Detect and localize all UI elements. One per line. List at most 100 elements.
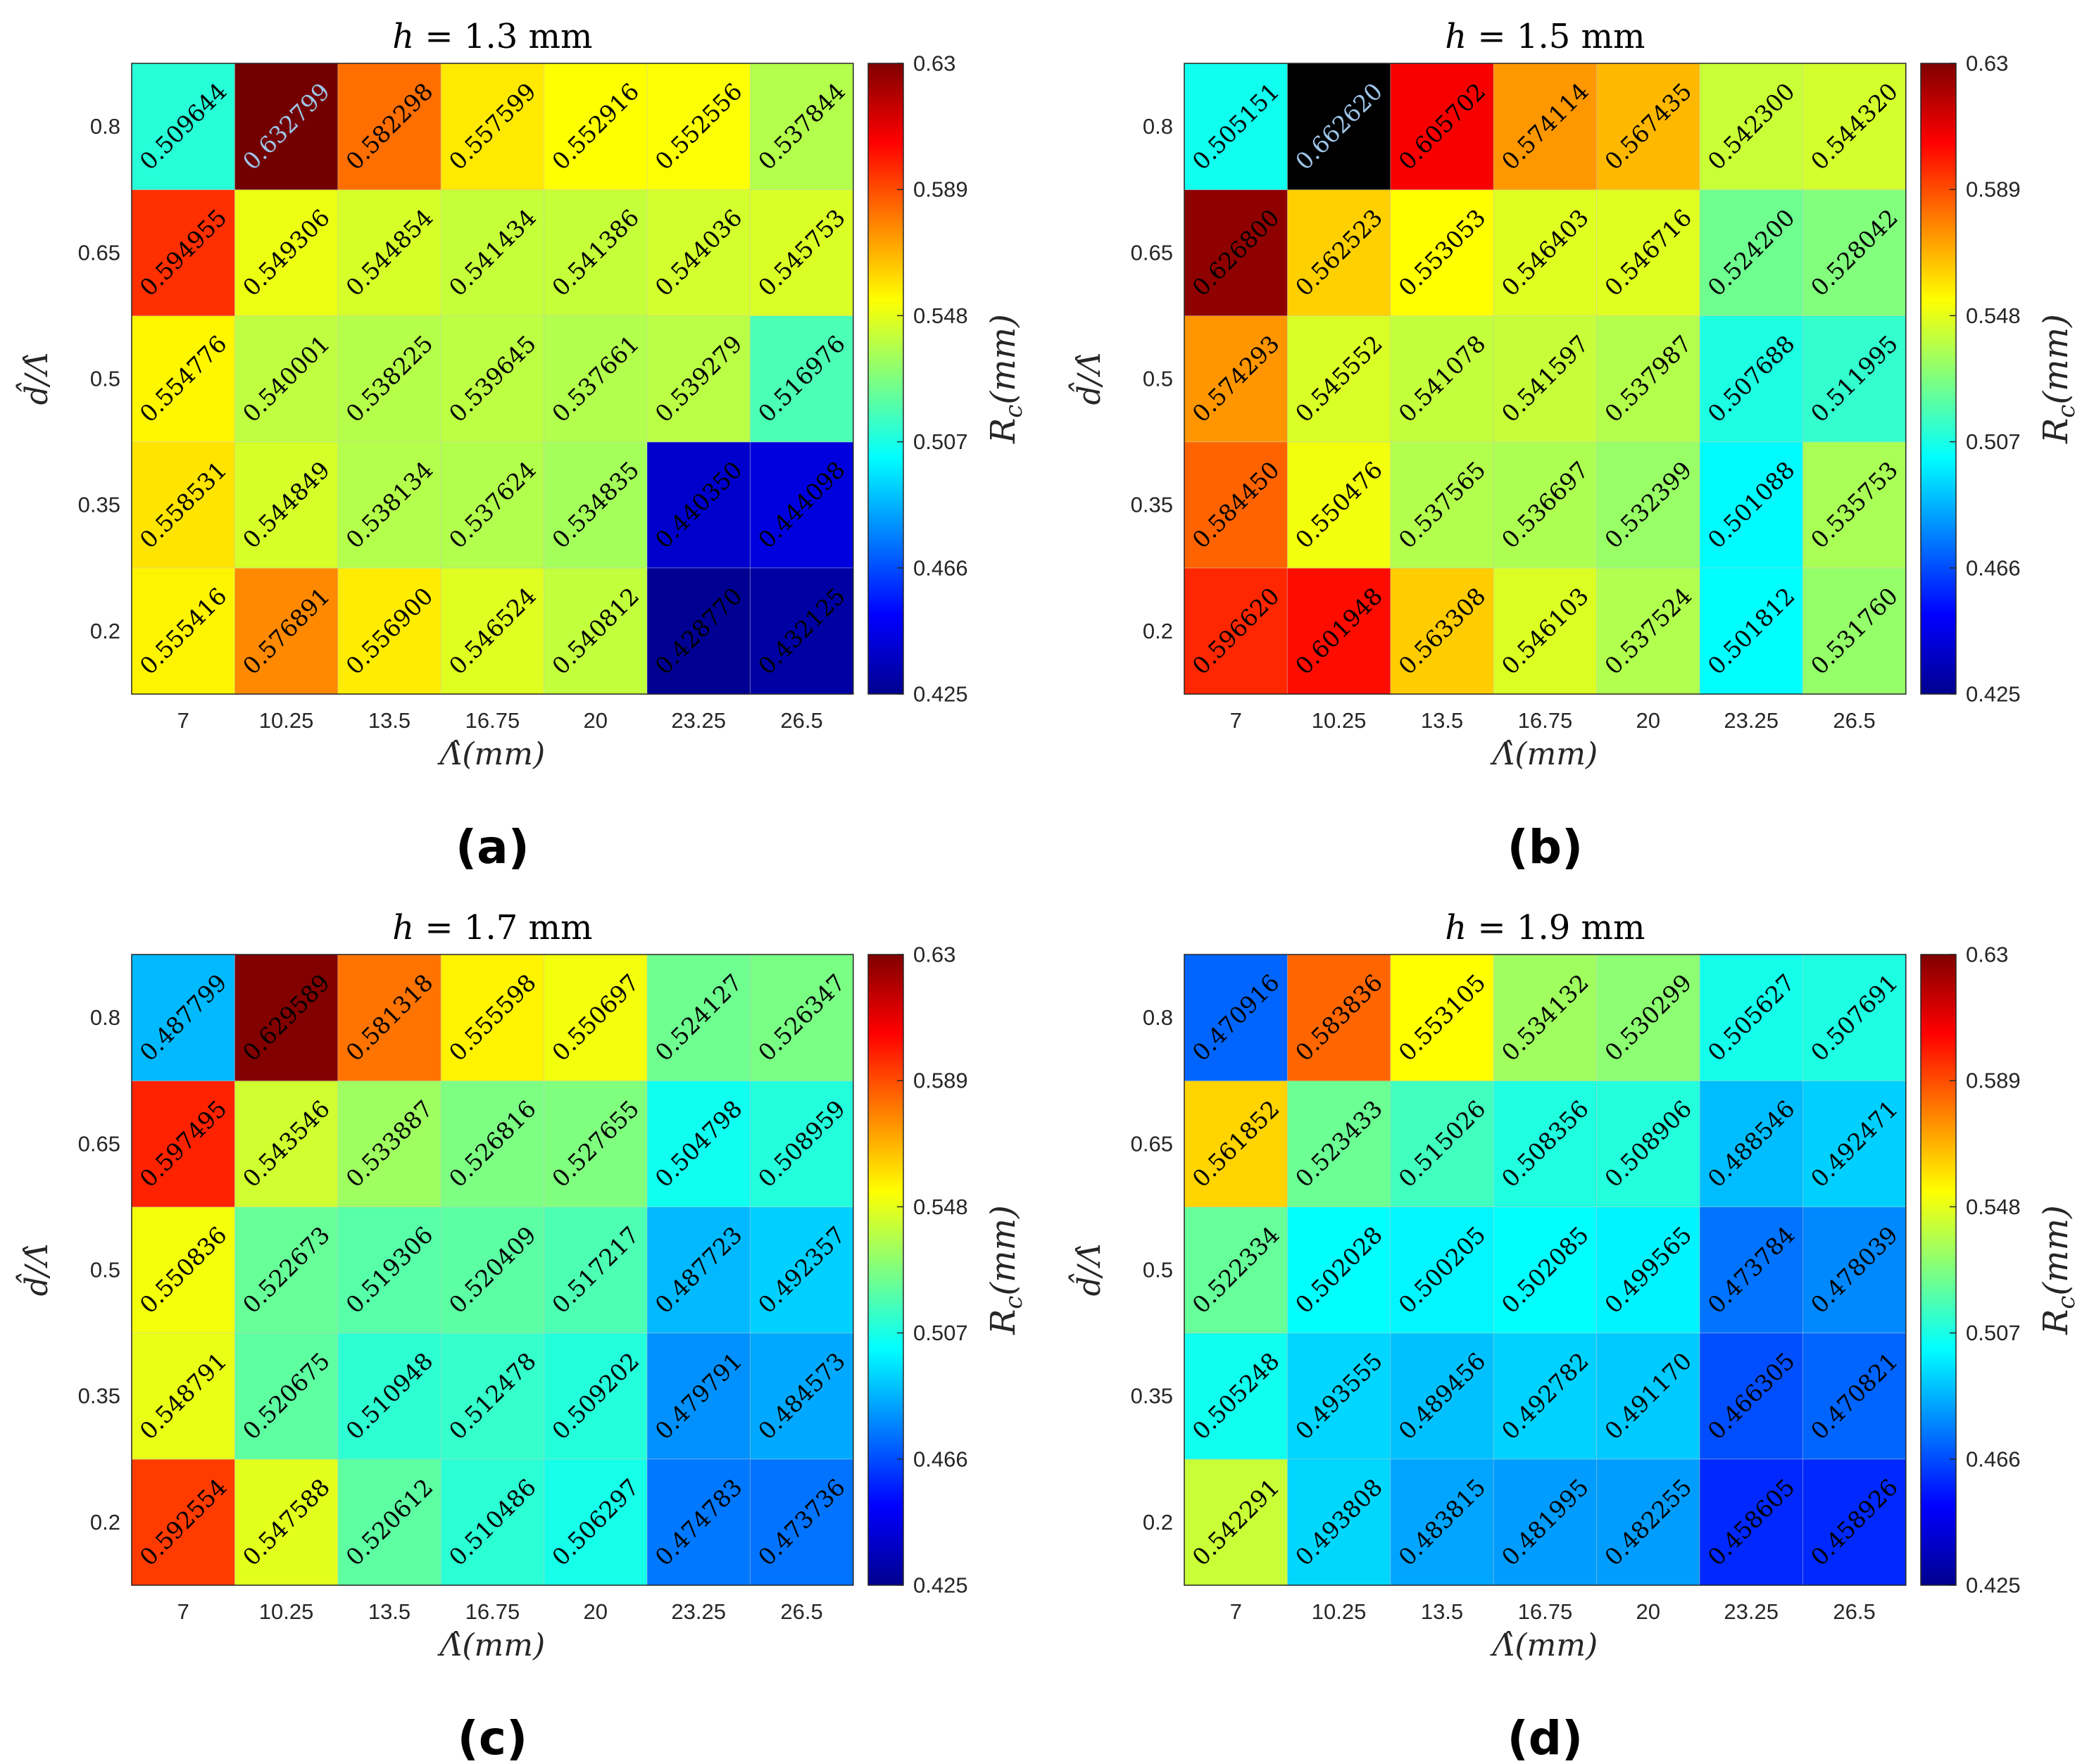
heatmap-cell bbox=[132, 315, 235, 443]
heatmap-cell bbox=[750, 567, 854, 695]
heatmap-cell bbox=[647, 955, 751, 1081]
colorbar-tick-label: 0.548 bbox=[1966, 303, 2021, 328]
x-tick-label: 13.5 bbox=[1421, 708, 1463, 733]
x-tick-label: 16.75 bbox=[465, 1599, 520, 1624]
colorbar-tick-label: 0.63 bbox=[913, 51, 955, 76]
heatmap-cell bbox=[234, 955, 339, 1081]
heatmap-cell bbox=[750, 1081, 854, 1207]
x-tick-label: 10.25 bbox=[1312, 708, 1367, 733]
panel-label: (a) bbox=[456, 820, 529, 874]
heatmap-cell bbox=[1803, 189, 1907, 316]
heatmap-cell bbox=[647, 189, 751, 316]
heatmap-cell bbox=[647, 441, 751, 569]
heatmap-cell bbox=[1184, 1459, 1288, 1586]
heatmap-cell bbox=[132, 441, 235, 569]
heatmap-cell bbox=[1493, 1333, 1598, 1460]
heatmap-cell bbox=[234, 63, 339, 190]
x-tick-label: 23.25 bbox=[671, 708, 726, 733]
heatmap-cell bbox=[1287, 315, 1391, 443]
chart-title-variable: h bbox=[1445, 908, 1467, 947]
y-axis-label: d̂/Λ̂ bbox=[14, 353, 55, 405]
heatmap-cell bbox=[1287, 63, 1391, 190]
y-axis-label: d̂/Λ̂ bbox=[14, 1244, 55, 1297]
chart-title-variable: h bbox=[392, 17, 414, 56]
heatmap-cell bbox=[1390, 315, 1494, 443]
heatmap-cell bbox=[1803, 567, 1907, 695]
heatmap-cell bbox=[1390, 567, 1494, 695]
colorbar-label-unit: (mm) bbox=[2036, 1205, 2076, 1295]
heatmap-cell bbox=[647, 63, 751, 190]
heatmap-cell bbox=[1596, 567, 1700, 695]
heatmap-cell bbox=[1287, 1207, 1391, 1334]
chart-title: h = 1.9 mm bbox=[1445, 908, 1645, 947]
heatmap-cell bbox=[544, 1333, 648, 1460]
heatmap-cell bbox=[337, 1333, 441, 1460]
colorbar-tick-label: 0.466 bbox=[913, 555, 968, 580]
heatmap-cell bbox=[544, 567, 648, 695]
heatmap-cell bbox=[1184, 567, 1288, 695]
heatmap-cell bbox=[1596, 1333, 1700, 1460]
heatmap-cell bbox=[1803, 315, 1907, 443]
heatmap-cell bbox=[1596, 1459, 1700, 1586]
heatmap-cell bbox=[132, 955, 235, 1081]
heatmap-cell bbox=[234, 441, 339, 569]
colorbar-label-unit: (mm) bbox=[984, 1205, 1023, 1295]
heatmap-cell bbox=[1803, 1333, 1907, 1460]
colorbar-label-subscript: c bbox=[1000, 1296, 1028, 1309]
x-tick-label: 20 bbox=[584, 708, 608, 733]
heatmap-cell bbox=[1390, 1333, 1494, 1460]
heatmap-cell bbox=[337, 567, 441, 695]
heatmap-cell bbox=[647, 315, 751, 443]
heatmap-cell bbox=[132, 1459, 235, 1586]
heatmap-cell bbox=[1493, 1207, 1598, 1334]
heatmap-cell bbox=[441, 315, 545, 443]
y-tick-label: 0.5 bbox=[90, 367, 120, 391]
heatmap-cell bbox=[1493, 1459, 1598, 1586]
y-axis-label: d̂/Λ̂ bbox=[1067, 1244, 1108, 1297]
heatmap-cell bbox=[337, 955, 441, 1081]
x-tick-labels: 7 10.25 13.5 16.75 20 23.25 26.5 bbox=[1230, 1599, 1876, 1624]
y-tick-label: 0.65 bbox=[78, 240, 120, 265]
heatmap-cell bbox=[1287, 567, 1391, 695]
colorbar-gradient bbox=[1920, 63, 1957, 695]
heatmap-cell bbox=[647, 1207, 751, 1334]
x-tick-label: 7 bbox=[1230, 1599, 1242, 1624]
x-tick-label: 7 bbox=[1230, 708, 1242, 733]
heatmap-cell bbox=[337, 315, 441, 443]
heatmap-cell bbox=[234, 1207, 339, 1334]
heatmap-cell bbox=[1700, 567, 1803, 695]
grid-lines bbox=[1184, 955, 1906, 1585]
heatmap-cell bbox=[441, 189, 545, 316]
y-tick-label: 0.2 bbox=[1143, 619, 1173, 643]
y-tick-label: 0.35 bbox=[1131, 493, 1173, 517]
heatmap-cell bbox=[1803, 1081, 1907, 1207]
heatmap-cell bbox=[1390, 63, 1494, 190]
x-tick-label: 16.75 bbox=[1518, 1599, 1573, 1624]
colorbar-tick-label: 0.507 bbox=[913, 429, 968, 454]
heatmap-cell bbox=[1390, 189, 1494, 316]
heatmap-cell bbox=[1390, 1459, 1494, 1586]
colorbar-tick-label: 0.507 bbox=[913, 1321, 968, 1345]
y-tick-labels: 0.2 0.35 0.5 0.65 0.8 bbox=[78, 114, 120, 643]
x-axis-label: Λ̂(mm) bbox=[1490, 736, 1598, 772]
x-axis-label: Λ̂(mm) bbox=[437, 736, 546, 772]
heatmap-cell bbox=[1287, 189, 1391, 316]
heatmap-cell bbox=[1287, 955, 1391, 1081]
colorbar-tick-label: 0.466 bbox=[913, 1447, 968, 1471]
heatmap-cell bbox=[750, 1333, 854, 1460]
heatmap-cell bbox=[1596, 189, 1700, 316]
colorbar-gradient bbox=[867, 63, 904, 695]
heatmap-cell bbox=[544, 63, 648, 190]
heatmap-cell bbox=[1184, 1333, 1288, 1460]
heatmap-cell bbox=[132, 1207, 235, 1334]
heatmap-cell bbox=[1596, 441, 1700, 569]
heatmap-cell bbox=[1493, 955, 1598, 1081]
heatmap-panel: 0.592554 0.547588 0.520612 0.510486 0.506297… bbox=[14, 908, 1028, 1764]
heatmap-cell bbox=[441, 1207, 545, 1334]
colorbar-tick-label: 0.466 bbox=[1966, 1447, 2021, 1471]
heatmap-cell bbox=[1287, 1459, 1391, 1586]
heatmap-panel: 0.542291 0.493808 0.483815 0.481995 0.482255… bbox=[1067, 908, 2081, 1764]
y-tick-label: 0.8 bbox=[90, 114, 120, 139]
heatmap-cells bbox=[1184, 955, 1907, 1586]
